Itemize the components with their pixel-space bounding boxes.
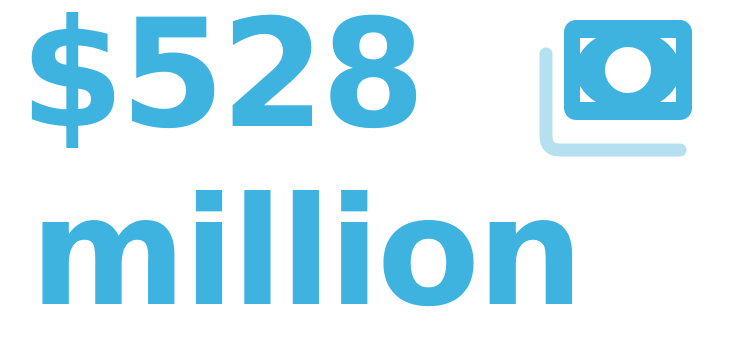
stat-amount: $528: [20, 0, 425, 162]
money-bills-icon: [539, 20, 692, 157]
stat-unit: million: [30, 166, 584, 340]
